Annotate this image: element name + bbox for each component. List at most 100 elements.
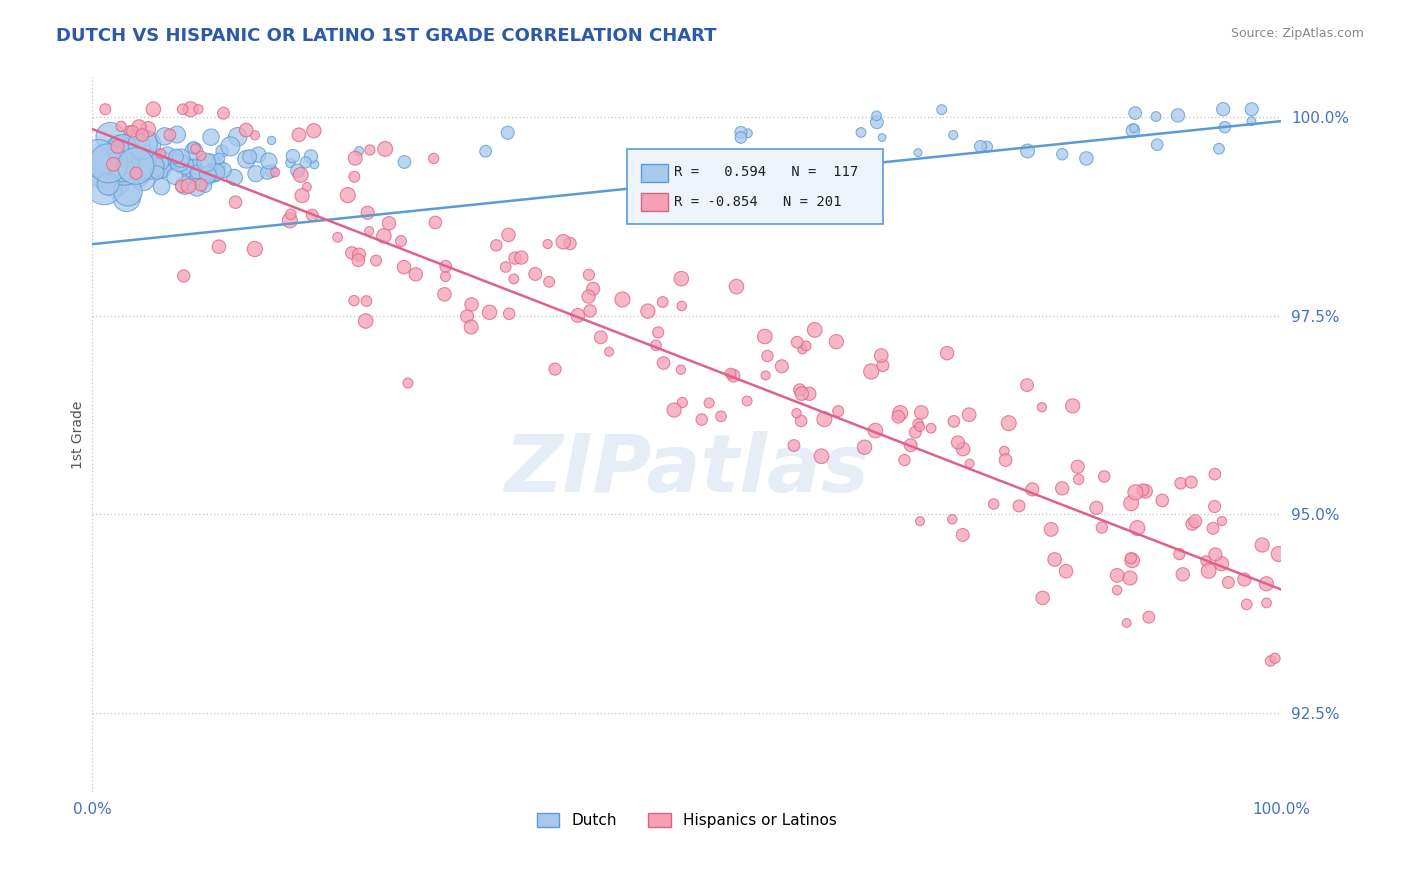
Point (860, 364, 883, 378)
Point (1121, 496, 1143, 510)
Point (1119, 551, 1142, 566)
Point (131, 128, 153, 142)
Point (474, 145, 496, 159)
Point (799, 386, 821, 401)
Point (347, 144, 370, 158)
Point (378, 216, 401, 230)
Point (598, 344, 620, 359)
Point (356, 205, 378, 219)
Point (150, 166, 173, 180)
Point (1126, 521, 1149, 535)
Point (567, 309, 589, 323)
Point (197, 169, 219, 183)
Point (195, 155, 218, 169)
Point (150, 155, 173, 169)
Point (145, 160, 167, 174)
Point (865, 109, 887, 123)
Point (578, 289, 600, 303)
Point (114, 161, 136, 175)
Point (97, 156, 120, 170)
Point (1085, 500, 1108, 515)
Point (1119, 571, 1142, 585)
Point (792, 343, 814, 357)
Point (260, 133, 283, 147)
Point (124, 139, 146, 153)
Point (1076, 152, 1098, 166)
Point (125, 166, 148, 180)
Point (849, 125, 872, 139)
Point (120, 148, 142, 162)
Point (291, 188, 314, 202)
Point (725, 279, 748, 293)
Point (187, 102, 209, 116)
Point (1032, 591, 1054, 605)
Point (343, 293, 366, 308)
Point (118, 123, 141, 137)
Point (425, 215, 447, 229)
Point (108, 143, 131, 157)
Point (770, 359, 793, 374)
Point (336, 188, 359, 202)
Bar (641, 194, 668, 211)
Text: R =   0.594   N =  117: R = 0.594 N = 117 (673, 166, 858, 179)
Point (1211, 557, 1233, 571)
Point (827, 404, 849, 418)
Point (280, 207, 302, 221)
Point (170, 151, 193, 165)
Point (907, 145, 929, 160)
Point (498, 227, 520, 242)
Point (786, 406, 808, 420)
Point (97, 177, 120, 191)
Point (669, 362, 692, 376)
Point (579, 304, 602, 318)
Point (256, 165, 278, 179)
Point (538, 275, 561, 289)
Point (294, 155, 316, 169)
Point (186, 165, 208, 179)
Point (202, 165, 225, 179)
Point (204, 168, 226, 182)
Point (1168, 547, 1191, 561)
Point (301, 208, 323, 222)
Point (920, 421, 942, 435)
Point (287, 163, 309, 178)
Point (1211, 514, 1233, 528)
Point (135, 137, 157, 152)
Point (582, 282, 605, 296)
Point (115, 191, 138, 205)
Point (1054, 564, 1077, 578)
Point (89, 169, 111, 184)
Point (1067, 472, 1090, 486)
Bar (641, 164, 668, 182)
Point (127, 168, 149, 182)
Point (190, 148, 212, 162)
Point (422, 152, 444, 166)
Point (208, 152, 231, 166)
Point (211, 144, 233, 158)
Point (111, 142, 134, 156)
Point (183, 141, 205, 155)
Point (754, 329, 776, 343)
Point (952, 442, 974, 456)
Point (1132, 483, 1154, 497)
Point (1091, 520, 1114, 534)
Point (180, 102, 202, 116)
Point (434, 269, 457, 284)
Point (907, 417, 929, 431)
Point (1062, 399, 1084, 413)
Point (723, 368, 745, 383)
Point (111, 162, 134, 177)
Point (163, 169, 186, 184)
Point (98, 160, 121, 174)
Legend: Dutch, Hispanics or Latinos: Dutch, Hispanics or Latinos (530, 807, 842, 834)
Point (87, 151, 110, 165)
Point (993, 444, 1015, 458)
Point (697, 396, 720, 410)
Point (288, 128, 311, 142)
Point (510, 251, 533, 265)
Point (789, 383, 811, 397)
Point (219, 139, 242, 153)
Point (786, 335, 808, 350)
Point (197, 168, 219, 182)
Point (121, 124, 143, 138)
